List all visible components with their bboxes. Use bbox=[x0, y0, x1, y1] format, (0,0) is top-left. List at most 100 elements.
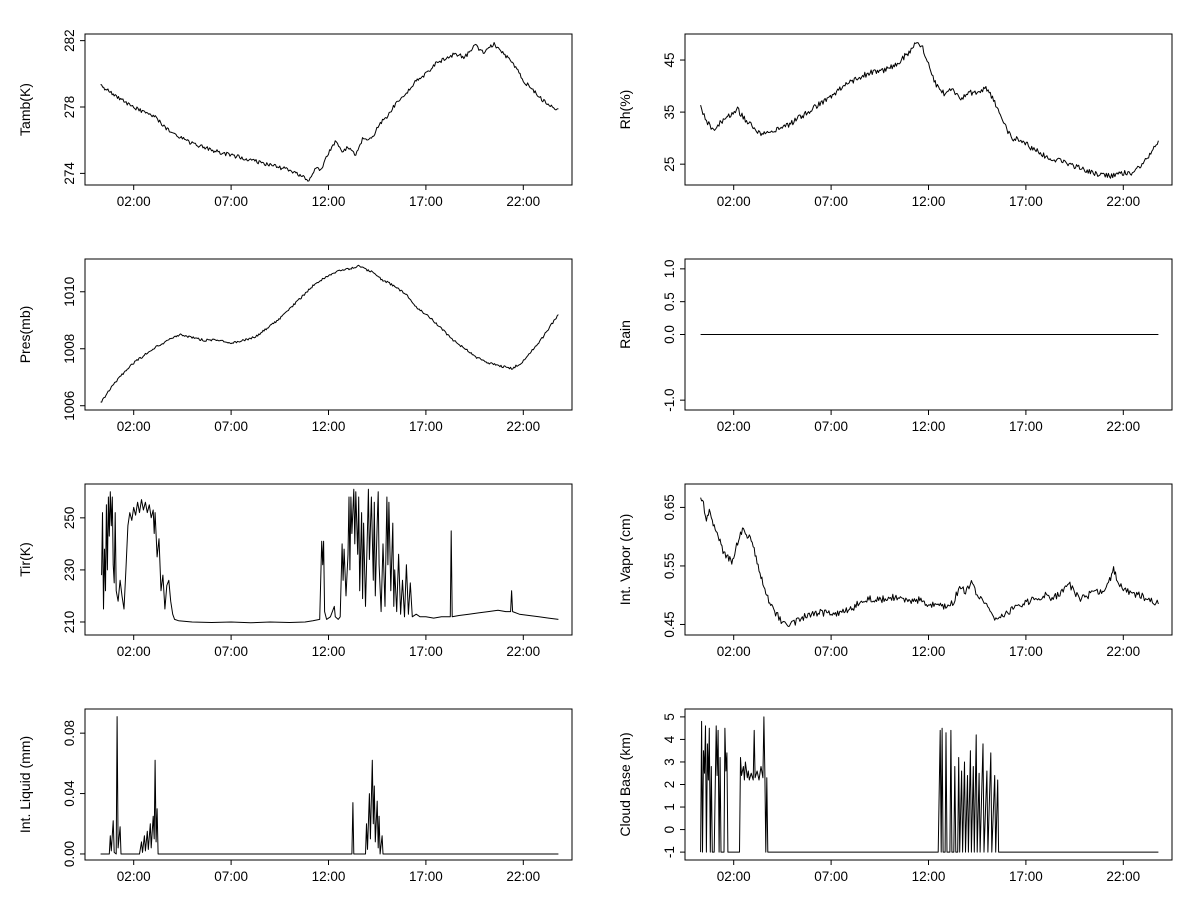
x-tick-label: 17:00 bbox=[409, 644, 443, 659]
x-tick-label: 02:00 bbox=[717, 869, 751, 884]
x-tick-label: 12:00 bbox=[312, 419, 346, 434]
x-tick-label: 12:00 bbox=[312, 644, 346, 659]
y-tick-label: 4 bbox=[662, 735, 677, 743]
y-tick-label: 0.45 bbox=[662, 611, 677, 637]
x-tick-label: 22:00 bbox=[506, 644, 540, 659]
y-tick-label: 25 bbox=[662, 157, 677, 172]
plot-box bbox=[84, 33, 573, 186]
tir-plot: 02:00 07:00 12:00 17:00 22:00 210 230 250 Tir(K) bbox=[17, 483, 573, 659]
pres-data-line bbox=[100, 264, 559, 403]
x-tick-label: 02:00 bbox=[717, 419, 751, 434]
y-axis-label: Int. Vapor (cm) bbox=[617, 514, 633, 606]
y-tick-label: 0.0 bbox=[662, 325, 677, 344]
y-axis-label: Rh(%) bbox=[617, 90, 633, 130]
chart-panel-cloudbase: 02:00 07:00 12:00 17:00 22:00 -1 0 1 2 3 4 5 Cloud B… bbox=[600, 675, 1200, 900]
liquid-plot: 02:00 07:00 12:00 17:00 22:00 0.00 0.04 0.08 Int… bbox=[17, 708, 573, 884]
y-axis-label: Tamb(K) bbox=[17, 83, 33, 136]
chart-panel-tir: 02:00 07:00 12:00 17:00 22:00 210 230 250 Tir(K) bbox=[0, 450, 600, 675]
y-tick-label: 1010 bbox=[62, 277, 77, 307]
y-tick-label: 5 bbox=[662, 713, 677, 721]
y-tick-label: 230 bbox=[62, 559, 77, 582]
y-tick-label: 35 bbox=[662, 105, 677, 120]
y-tick-label: 0.5 bbox=[662, 292, 677, 311]
chart-panel-pres: 02:00 07:00 12:00 17:00 22:00 1006 1008 1010 Pre… bbox=[0, 225, 600, 450]
x-tick-label: 02:00 bbox=[717, 194, 751, 209]
x-tick-label: 02:00 bbox=[117, 194, 151, 209]
y-axis-label: Pres(mb) bbox=[17, 306, 33, 364]
x-tick-label: 17:00 bbox=[1009, 644, 1043, 659]
chart-panel-rain: 02:00 07:00 12:00 17:00 22:00 -1.0 0.0 0.5 1.0 Ra… bbox=[600, 225, 1200, 450]
x-tick-label: 07:00 bbox=[814, 644, 848, 659]
x-tick-label: 17:00 bbox=[409, 869, 443, 884]
y-tick-label: 0.04 bbox=[62, 780, 77, 807]
liquid-data-line bbox=[100, 716, 559, 855]
y-tick-label: 2 bbox=[662, 781, 677, 789]
x-tick-label: 22:00 bbox=[506, 869, 540, 884]
x-tick-label: 17:00 bbox=[1009, 869, 1043, 884]
plot-box bbox=[684, 708, 1173, 861]
y-tick-label: 1006 bbox=[62, 391, 77, 421]
x-tick-label: 12:00 bbox=[912, 869, 946, 884]
x-tick-label: 17:00 bbox=[409, 194, 443, 209]
plot-box bbox=[84, 258, 573, 411]
y-tick-label: -1 bbox=[662, 846, 677, 858]
x-tick-label: 12:00 bbox=[312, 869, 346, 884]
vapor-plot: 02:00 07:00 12:00 17:00 22:00 0.45 0.55 0.65 Int… bbox=[617, 483, 1173, 659]
y-tick-label: 3 bbox=[662, 758, 677, 766]
y-tick-label: 0.65 bbox=[662, 494, 677, 520]
y-tick-label: 250 bbox=[62, 507, 77, 530]
y-tick-label: 1.0 bbox=[662, 259, 677, 278]
x-tick-label: 07:00 bbox=[814, 869, 848, 884]
y-tick-label: 0.08 bbox=[62, 720, 77, 746]
plot-box bbox=[84, 483, 573, 636]
x-tick-label: 17:00 bbox=[409, 419, 443, 434]
y-tick-label: 0 bbox=[662, 826, 677, 834]
x-tick-label: 07:00 bbox=[814, 419, 848, 434]
x-tick-label: 07:00 bbox=[214, 419, 248, 434]
y-tick-label: 282 bbox=[62, 29, 77, 52]
x-tick-label: 22:00 bbox=[1106, 419, 1140, 434]
y-tick-label: 210 bbox=[62, 611, 77, 634]
vapor-data-line bbox=[700, 497, 1159, 627]
x-tick-label: 12:00 bbox=[912, 644, 946, 659]
cloudbase-plot: 02:00 07:00 12:00 17:00 22:00 -1 0 1 2 3 4 5 Cloud B… bbox=[617, 708, 1173, 884]
y-axis-label: Cloud Base (km) bbox=[617, 732, 633, 836]
y-tick-label: 274 bbox=[62, 162, 77, 185]
x-tick-label: 22:00 bbox=[1106, 869, 1140, 884]
y-axis-label: Rain bbox=[617, 320, 633, 349]
x-tick-label: 12:00 bbox=[312, 194, 346, 209]
x-tick-label: 07:00 bbox=[214, 194, 248, 209]
rh-plot: 02:00 07:00 12:00 17:00 22:00 25 35 45 Rh(%) bbox=[617, 33, 1173, 209]
tamb-data-line bbox=[100, 42, 559, 182]
cloudbase-data-line bbox=[700, 716, 1159, 853]
x-tick-label: 02:00 bbox=[117, 419, 151, 434]
rain-plot: 02:00 07:00 12:00 17:00 22:00 -1.0 0.0 0.5 1.0 Ra… bbox=[617, 258, 1173, 434]
y-tick-label: 0.55 bbox=[662, 553, 677, 579]
chart-panel-vapor: 02:00 07:00 12:00 17:00 22:00 0.45 0.55 0.65 Int… bbox=[600, 450, 1200, 675]
y-tick-label: -1.0 bbox=[662, 389, 677, 412]
y-tick-label: 0.00 bbox=[62, 841, 77, 867]
x-tick-label: 07:00 bbox=[814, 194, 848, 209]
plot-box bbox=[684, 33, 1173, 186]
x-tick-label: 22:00 bbox=[1106, 644, 1140, 659]
x-tick-label: 12:00 bbox=[912, 194, 946, 209]
y-tick-label: 278 bbox=[62, 96, 77, 119]
tir-data-line bbox=[101, 488, 559, 624]
x-tick-label: 07:00 bbox=[214, 869, 248, 884]
y-tick-label: 1008 bbox=[62, 334, 77, 364]
y-axis-label: Tir(K) bbox=[17, 542, 33, 576]
x-tick-label: 02:00 bbox=[117, 644, 151, 659]
x-tick-label: 02:00 bbox=[717, 644, 751, 659]
x-tick-label: 07:00 bbox=[214, 644, 248, 659]
chart-panel-tamb: 02:00 07:00 12:00 17:00 22:00 274 278 282 Tamb(K… bbox=[0, 0, 600, 225]
y-tick-label: 1 bbox=[662, 803, 677, 811]
x-tick-label: 02:00 bbox=[117, 869, 151, 884]
x-tick-label: 17:00 bbox=[1009, 194, 1043, 209]
pres-plot: 02:00 07:00 12:00 17:00 22:00 1006 1008 1010 Pre… bbox=[17, 258, 573, 434]
x-tick-label: 17:00 bbox=[1009, 419, 1043, 434]
rh-data-line bbox=[700, 42, 1159, 179]
y-axis-label: Int. Liquid (mm) bbox=[17, 736, 33, 833]
plot-box bbox=[684, 483, 1173, 636]
x-tick-label: 22:00 bbox=[506, 419, 540, 434]
